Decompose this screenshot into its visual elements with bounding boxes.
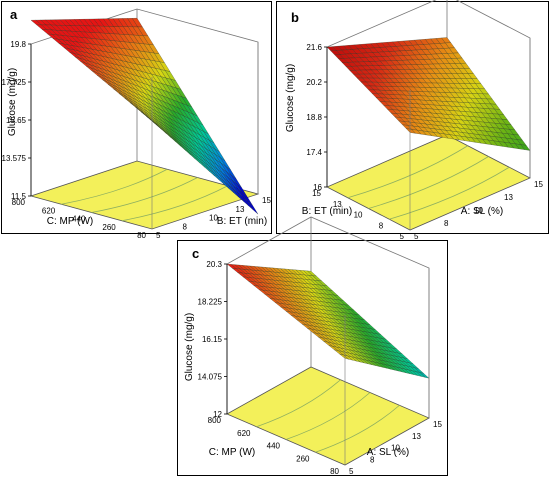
surface-mesh-c — [226, 263, 430, 379]
panel-label-c: c — [192, 246, 199, 261]
floor-contour-a-3 — [121, 185, 228, 222]
z-tick-label-a: 11.5 — [11, 192, 27, 201]
x-tick-label-a: 80 — [137, 231, 146, 240]
z-axis-title-c: Glucose (mg/g) — [184, 313, 195, 381]
z-tick-label-c: 16.15 — [202, 335, 223, 344]
z-tick-label-a: 17.725 — [2, 78, 27, 87]
z-tick-label-c: 20.3 — [206, 260, 222, 269]
x-tick-label-a: 620 — [42, 206, 56, 215]
x-tick-label-c: 260 — [296, 454, 310, 463]
x-axis-b: 15 13 10 8 5 5 8 10 13 15 — [312, 180, 543, 241]
surface-cell-c — [339, 353, 349, 360]
y-tick-label-a: 13 — [236, 205, 245, 214]
z-tick-label-c: 12 — [213, 410, 222, 419]
y-tick-label-c: 10 — [391, 444, 400, 453]
z-tick-label-a: 15.65 — [6, 116, 27, 125]
floor-contour-b-3 — [389, 166, 510, 220]
chart-panel-b: 21.6 20.2 18.8 17.4 16 15 13 10 8 5 5 8 10 13 15 Glucos… — [276, 0, 549, 241]
floor-contour-a-1 — [61, 168, 168, 205]
chart-panel-a: 19.8 17.725 15.65 13.575 11.5 800 620 440 260 80 5… — [1, 1, 272, 240]
x-tick-label-a: 800 — [12, 198, 26, 207]
x-tick-label-c: 620 — [237, 429, 251, 438]
z-tick-label-b: 20.2 — [306, 78, 322, 87]
z-axis-b: 21.6 20.2 18.8 17.4 16 — [306, 38, 531, 230]
y-axis-title-b: A: SL (%) — [461, 206, 503, 217]
z-axis-a: 19.8 17.725 15.65 13.575 11.5 — [2, 40, 259, 229]
x-tick-label-c: 800 — [208, 416, 222, 425]
x-axis-title-b: B: ET (min) — [302, 206, 352, 217]
y-tick-label-b: 13 — [504, 193, 513, 202]
x-tick-label-c: 440 — [267, 442, 281, 451]
floor-contour-c-3 — [315, 404, 400, 453]
z-tick-label-b: 18.8 — [306, 113, 322, 122]
surface-cell-b — [405, 128, 416, 134]
chart-panel-c: 20.3 18.225 16.15 14.075 12 800 620 440 260 80 5 8 1… — [177, 216, 448, 476]
x-tick-label-b: 15 — [312, 189, 321, 198]
y-tick-label-a: 15 — [262, 196, 271, 205]
z-tick-label-b: 17.4 — [306, 148, 322, 157]
y-tick-label-b: 15 — [534, 180, 543, 189]
y-tick-label-b: 5 — [414, 232, 419, 241]
floor-contour-c-2 — [285, 392, 371, 440]
y-tick-label-a: 5 — [156, 231, 161, 240]
x-tick-label-a: 260 — [102, 223, 116, 232]
z-tick-label-c: 14.075 — [198, 373, 223, 382]
y-axis-title-c: A: SL (%) — [367, 447, 409, 458]
x-tick-label-b: 10 — [354, 211, 363, 220]
x-axis-title-c: C: MP (W) — [209, 447, 255, 458]
z-tick-label-c: 18.225 — [198, 298, 223, 307]
x-tick-label-a: 440 — [72, 215, 86, 224]
y-tick-label-c: 13 — [412, 432, 421, 441]
x-tick-label-b: 5 — [400, 232, 405, 241]
x-tick-label-c: 80 — [330, 467, 339, 476]
y-tick-label-a: 10 — [209, 214, 218, 223]
floor-contour-b-1 — [347, 145, 468, 199]
x-axis-a: 800 620 440 260 80 5 8 10 13 15 — [12, 196, 272, 240]
floor-contour-c-1 — [256, 379, 341, 428]
y-tick-label-b: 10 — [474, 206, 483, 215]
z-tick-label-a: 19.8 — [10, 40, 26, 49]
surface-cell-a — [146, 116, 157, 126]
floor-contour-a-2 — [91, 177, 198, 213]
y-tick-label-c: 5 — [349, 467, 354, 476]
floor-contour-b-2 — [368, 156, 489, 209]
y-tick-label-c: 15 — [433, 420, 442, 429]
z-tick-label-b: 16 — [313, 183, 322, 192]
z-tick-label-b: 21.6 — [306, 43, 322, 52]
surface-mesh-b — [326, 37, 531, 151]
y-tick-label-a: 8 — [183, 222, 188, 231]
x-tick-label-b: 8 — [379, 221, 384, 230]
panel-label-b: b — [291, 10, 299, 25]
z-tick-label-a: 13.575 — [2, 154, 27, 163]
x-axis-c: 800 620 440 260 80 5 8 10 13 15 — [208, 416, 443, 476]
x-tick-label-b: 13 — [333, 200, 342, 209]
z-axis-c: 20.3 18.225 16.15 14.075 12 — [198, 260, 430, 465]
z-axis-title-a: Glucose (mg/g) — [7, 68, 18, 136]
surface-mesh-a — [30, 18, 259, 215]
y-axis-title-a: B: ET (min) — [217, 216, 267, 227]
y-tick-label-b: 8 — [444, 219, 449, 228]
y-tick-label-c: 8 — [370, 455, 375, 464]
panel-label-a: a — [10, 7, 18, 22]
z-axis-title-b: Glucose (mg/g) — [285, 64, 296, 132]
x-axis-title-a: C: MP (W) — [47, 216, 93, 227]
surface-cell-a — [247, 201, 259, 215]
